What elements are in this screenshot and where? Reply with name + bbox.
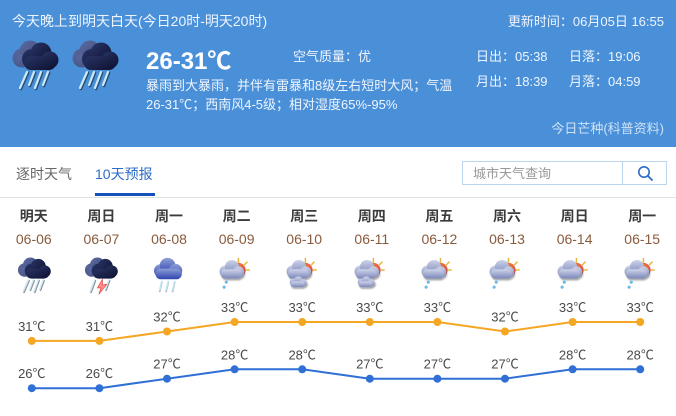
svg-text:27℃: 27℃: [491, 357, 518, 372]
svg-text:28℃: 28℃: [626, 347, 653, 362]
svg-text:32℃: 32℃: [153, 310, 180, 325]
svg-text:31℃: 31℃: [18, 319, 45, 334]
svg-text:33℃: 33℃: [221, 300, 248, 315]
svg-text:33℃: 33℃: [356, 300, 383, 315]
svg-text:32℃: 32℃: [491, 310, 518, 325]
svg-text:31℃: 31℃: [86, 319, 113, 334]
svg-text:26℃: 26℃: [86, 366, 113, 381]
svg-text:28℃: 28℃: [559, 347, 586, 362]
svg-text:33℃: 33℃: [559, 300, 586, 315]
svg-text:26℃: 26℃: [18, 366, 45, 381]
svg-text:33℃: 33℃: [424, 300, 451, 315]
svg-text:27℃: 27℃: [356, 357, 383, 372]
svg-text:33℃: 33℃: [626, 300, 653, 315]
svg-text:27℃: 27℃: [424, 357, 451, 372]
svg-text:28℃: 28℃: [221, 347, 248, 362]
svg-text:33℃: 33℃: [288, 300, 315, 315]
svg-text:28℃: 28℃: [288, 347, 315, 362]
svg-text:27℃: 27℃: [153, 357, 180, 372]
